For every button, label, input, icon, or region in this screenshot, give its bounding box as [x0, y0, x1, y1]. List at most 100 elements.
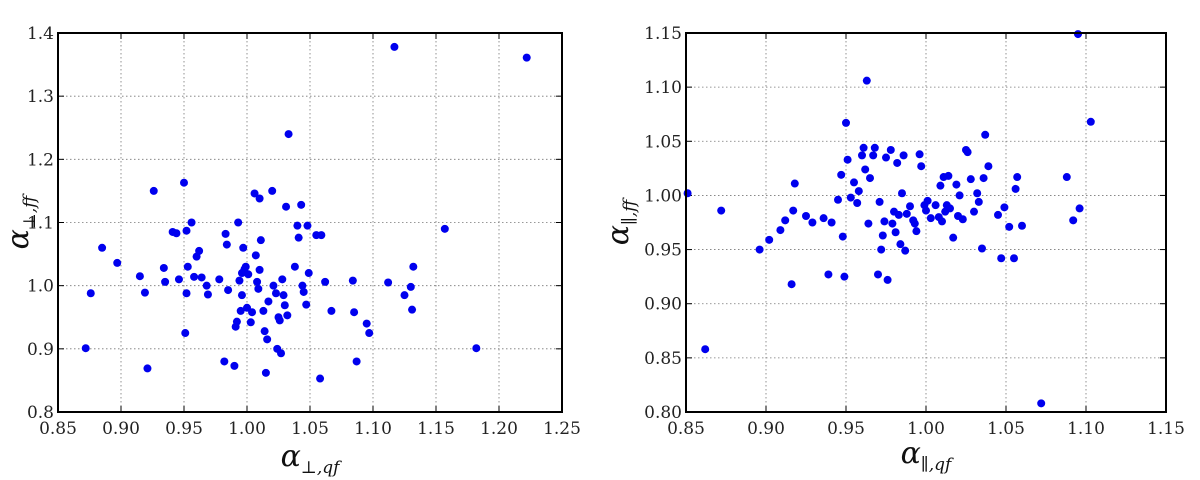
data-point	[348, 276, 357, 285]
data-point	[237, 291, 246, 300]
data-point	[316, 374, 325, 383]
data-point	[260, 327, 269, 336]
data-point	[261, 368, 270, 377]
data-point	[253, 277, 262, 286]
data-point	[917, 162, 926, 171]
x-tick-label: 1.10	[354, 419, 392, 439]
y-tick-label: 1.10	[644, 78, 682, 98]
data-point	[203, 290, 212, 299]
plot-frame	[685, 32, 1167, 413]
data-point	[244, 270, 253, 279]
data-point	[472, 344, 481, 353]
y-tick-label: 1.15	[644, 24, 682, 44]
data-point	[282, 202, 291, 211]
data-point	[522, 53, 531, 62]
data-point	[789, 206, 798, 215]
data-point	[717, 206, 726, 215]
y-axis-label: α⊥,ff	[1, 193, 40, 250]
data-point	[827, 218, 836, 227]
data-point	[886, 145, 895, 154]
data-point	[963, 148, 972, 157]
plot-frame	[57, 32, 563, 413]
y-tick-label: 0.9	[27, 340, 54, 360]
data-point	[254, 284, 263, 293]
x-axis-label: α⊥,qf	[281, 439, 343, 478]
data-point	[263, 335, 272, 344]
data-point	[850, 178, 858, 187]
data-point	[877, 245, 886, 254]
x-axis-label: α∥,qf	[901, 436, 954, 475]
data-point	[221, 229, 230, 238]
data-point	[327, 306, 336, 315]
data-point	[187, 218, 196, 227]
data-point	[1000, 203, 1009, 212]
data-point	[248, 308, 257, 317]
data-point	[944, 171, 953, 180]
y-tick-label: 1.05	[644, 132, 682, 152]
y-tick-label: 1.3	[27, 87, 54, 107]
data-point	[365, 329, 374, 338]
y-axis-label: α∥,ff	[601, 197, 640, 246]
data-point	[409, 262, 418, 271]
data-point	[317, 231, 326, 240]
y-tick-label: 0.80	[644, 403, 682, 423]
data-point	[140, 288, 149, 297]
data-point	[910, 219, 919, 228]
data-point	[294, 233, 303, 242]
data-point	[859, 143, 868, 152]
y-axis-label-subscript: ⊥,ff	[20, 193, 40, 229]
data-point	[1005, 222, 1014, 231]
data-point	[891, 228, 900, 237]
x-tick-label: 0.90	[747, 419, 785, 439]
left-scatter-plot: 0.85 0.90 0.95 1.00 1.05 1.10 1.15 1.20 1.25 0.8 0…	[1, 24, 581, 478]
data-point	[846, 193, 855, 202]
data-point	[161, 277, 170, 286]
x-tick-label: 1.00	[228, 419, 266, 439]
x-tick-label: 1.15	[417, 419, 455, 439]
data-point	[202, 281, 211, 290]
data-point	[997, 254, 1006, 263]
data-point	[224, 286, 233, 295]
x-axis-label-subscript: ∥,qf	[921, 455, 954, 475]
data-point	[922, 206, 930, 215]
x-tick-label: 1.05	[987, 419, 1025, 439]
data-point	[842, 118, 850, 127]
data-point	[894, 210, 903, 219]
data-point	[936, 181, 945, 190]
data-point	[824, 270, 833, 279]
data-point	[966, 175, 975, 184]
data-point	[1010, 254, 1018, 263]
y-tick-label: 0.95	[644, 241, 682, 261]
data-point	[321, 277, 330, 286]
data-point	[278, 275, 287, 284]
data-point	[284, 130, 293, 139]
data-point	[840, 272, 849, 281]
x-axis-label-subscript: ⊥,qf	[301, 458, 342, 478]
data-point	[938, 217, 946, 226]
data-point	[113, 258, 122, 267]
data-point	[864, 219, 873, 228]
y-tick-label: 0.90	[644, 295, 682, 315]
data-point	[858, 151, 866, 160]
data-point	[350, 308, 359, 317]
data-point	[787, 280, 796, 289]
y-tick-label: 1.00	[644, 186, 682, 206]
data-point	[222, 240, 231, 249]
data-point	[293, 221, 302, 230]
data-point	[362, 319, 371, 328]
data-point	[843, 155, 852, 164]
data-point	[973, 189, 982, 198]
data-point	[280, 301, 289, 310]
x-tick-label: 1.25	[543, 419, 581, 439]
data-point	[440, 224, 449, 233]
data-point	[869, 151, 878, 160]
data-point	[384, 278, 393, 287]
data-point	[275, 316, 284, 325]
data-point	[755, 245, 764, 254]
data-point	[1074, 30, 1082, 39]
data-point	[1069, 216, 1078, 225]
data-point	[683, 189, 692, 198]
data-point	[255, 194, 264, 203]
data-point	[174, 275, 183, 284]
